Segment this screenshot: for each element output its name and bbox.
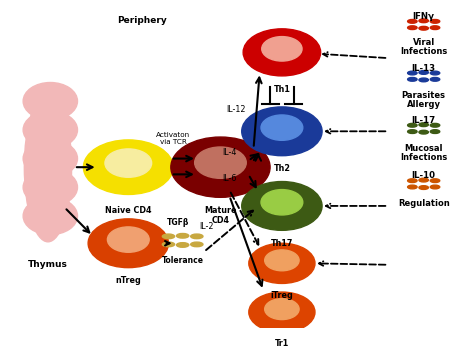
Ellipse shape (23, 197, 77, 235)
Ellipse shape (261, 189, 303, 215)
Ellipse shape (430, 71, 440, 75)
Ellipse shape (262, 36, 302, 61)
Ellipse shape (195, 147, 246, 178)
Ellipse shape (408, 26, 417, 29)
Ellipse shape (191, 242, 203, 247)
Ellipse shape (419, 178, 428, 182)
Text: IL-17: IL-17 (411, 116, 436, 125)
Text: Naive CD4: Naive CD4 (105, 206, 152, 215)
Text: Tr1: Tr1 (275, 339, 289, 347)
Text: Mucosal: Mucosal (404, 144, 443, 153)
Ellipse shape (430, 19, 440, 23)
Ellipse shape (242, 107, 322, 156)
Text: IL-4: IL-4 (222, 148, 236, 157)
Ellipse shape (24, 93, 72, 242)
Text: Infections: Infections (400, 47, 447, 56)
Ellipse shape (419, 19, 428, 23)
Ellipse shape (243, 29, 320, 76)
Ellipse shape (408, 185, 417, 189)
Text: Parasites: Parasites (401, 91, 446, 100)
Ellipse shape (23, 169, 77, 206)
Ellipse shape (249, 243, 315, 283)
Ellipse shape (430, 130, 440, 134)
Ellipse shape (419, 130, 428, 134)
Text: nTreg: nTreg (116, 276, 141, 285)
Text: Th1: Th1 (273, 85, 291, 93)
Ellipse shape (88, 219, 168, 268)
Text: IL-2: IL-2 (199, 221, 214, 230)
Ellipse shape (408, 130, 417, 134)
Ellipse shape (242, 181, 322, 230)
Text: IL-10: IL-10 (412, 171, 436, 180)
Ellipse shape (108, 227, 149, 252)
Ellipse shape (430, 77, 440, 81)
Ellipse shape (408, 19, 417, 23)
Ellipse shape (430, 179, 440, 183)
Text: IL-6: IL-6 (222, 174, 236, 183)
Ellipse shape (105, 149, 152, 177)
Ellipse shape (176, 243, 189, 247)
Ellipse shape (264, 250, 299, 271)
Ellipse shape (23, 111, 77, 149)
Ellipse shape (176, 234, 189, 238)
Ellipse shape (430, 26, 440, 29)
Text: Regulation: Regulation (398, 199, 449, 208)
Ellipse shape (408, 77, 417, 81)
Ellipse shape (419, 78, 428, 82)
Text: Infections: Infections (400, 153, 447, 162)
Ellipse shape (162, 234, 174, 239)
Text: Allergy: Allergy (407, 100, 441, 109)
Ellipse shape (430, 124, 440, 127)
Ellipse shape (419, 186, 428, 189)
Ellipse shape (419, 123, 428, 127)
Text: IFNγ: IFNγ (413, 12, 435, 21)
Text: IL-13: IL-13 (411, 64, 436, 73)
Ellipse shape (162, 242, 174, 247)
Text: TGFβ: TGFβ (167, 219, 189, 228)
Text: IL-12: IL-12 (227, 105, 246, 114)
Text: Viral: Viral (412, 38, 435, 47)
Ellipse shape (191, 234, 203, 239)
Text: Periphery: Periphery (118, 16, 167, 25)
Text: Tolerance: Tolerance (162, 256, 204, 265)
Ellipse shape (83, 140, 173, 194)
Text: iTreg: iTreg (271, 291, 293, 299)
Ellipse shape (23, 140, 77, 177)
Ellipse shape (171, 137, 270, 197)
Text: Th17: Th17 (271, 239, 293, 248)
Ellipse shape (23, 83, 77, 120)
Text: Mature
CD4: Mature CD4 (204, 206, 237, 225)
Ellipse shape (264, 299, 299, 320)
Ellipse shape (419, 70, 428, 74)
Ellipse shape (430, 185, 440, 189)
Text: Th2: Th2 (273, 164, 291, 173)
Text: Thymus: Thymus (28, 261, 68, 270)
Ellipse shape (408, 124, 417, 127)
Ellipse shape (408, 179, 417, 183)
Ellipse shape (419, 26, 428, 30)
Ellipse shape (408, 71, 417, 75)
Ellipse shape (261, 115, 303, 140)
Text: Activaton
via TCR: Activaton via TCR (156, 132, 190, 145)
Ellipse shape (249, 292, 315, 332)
